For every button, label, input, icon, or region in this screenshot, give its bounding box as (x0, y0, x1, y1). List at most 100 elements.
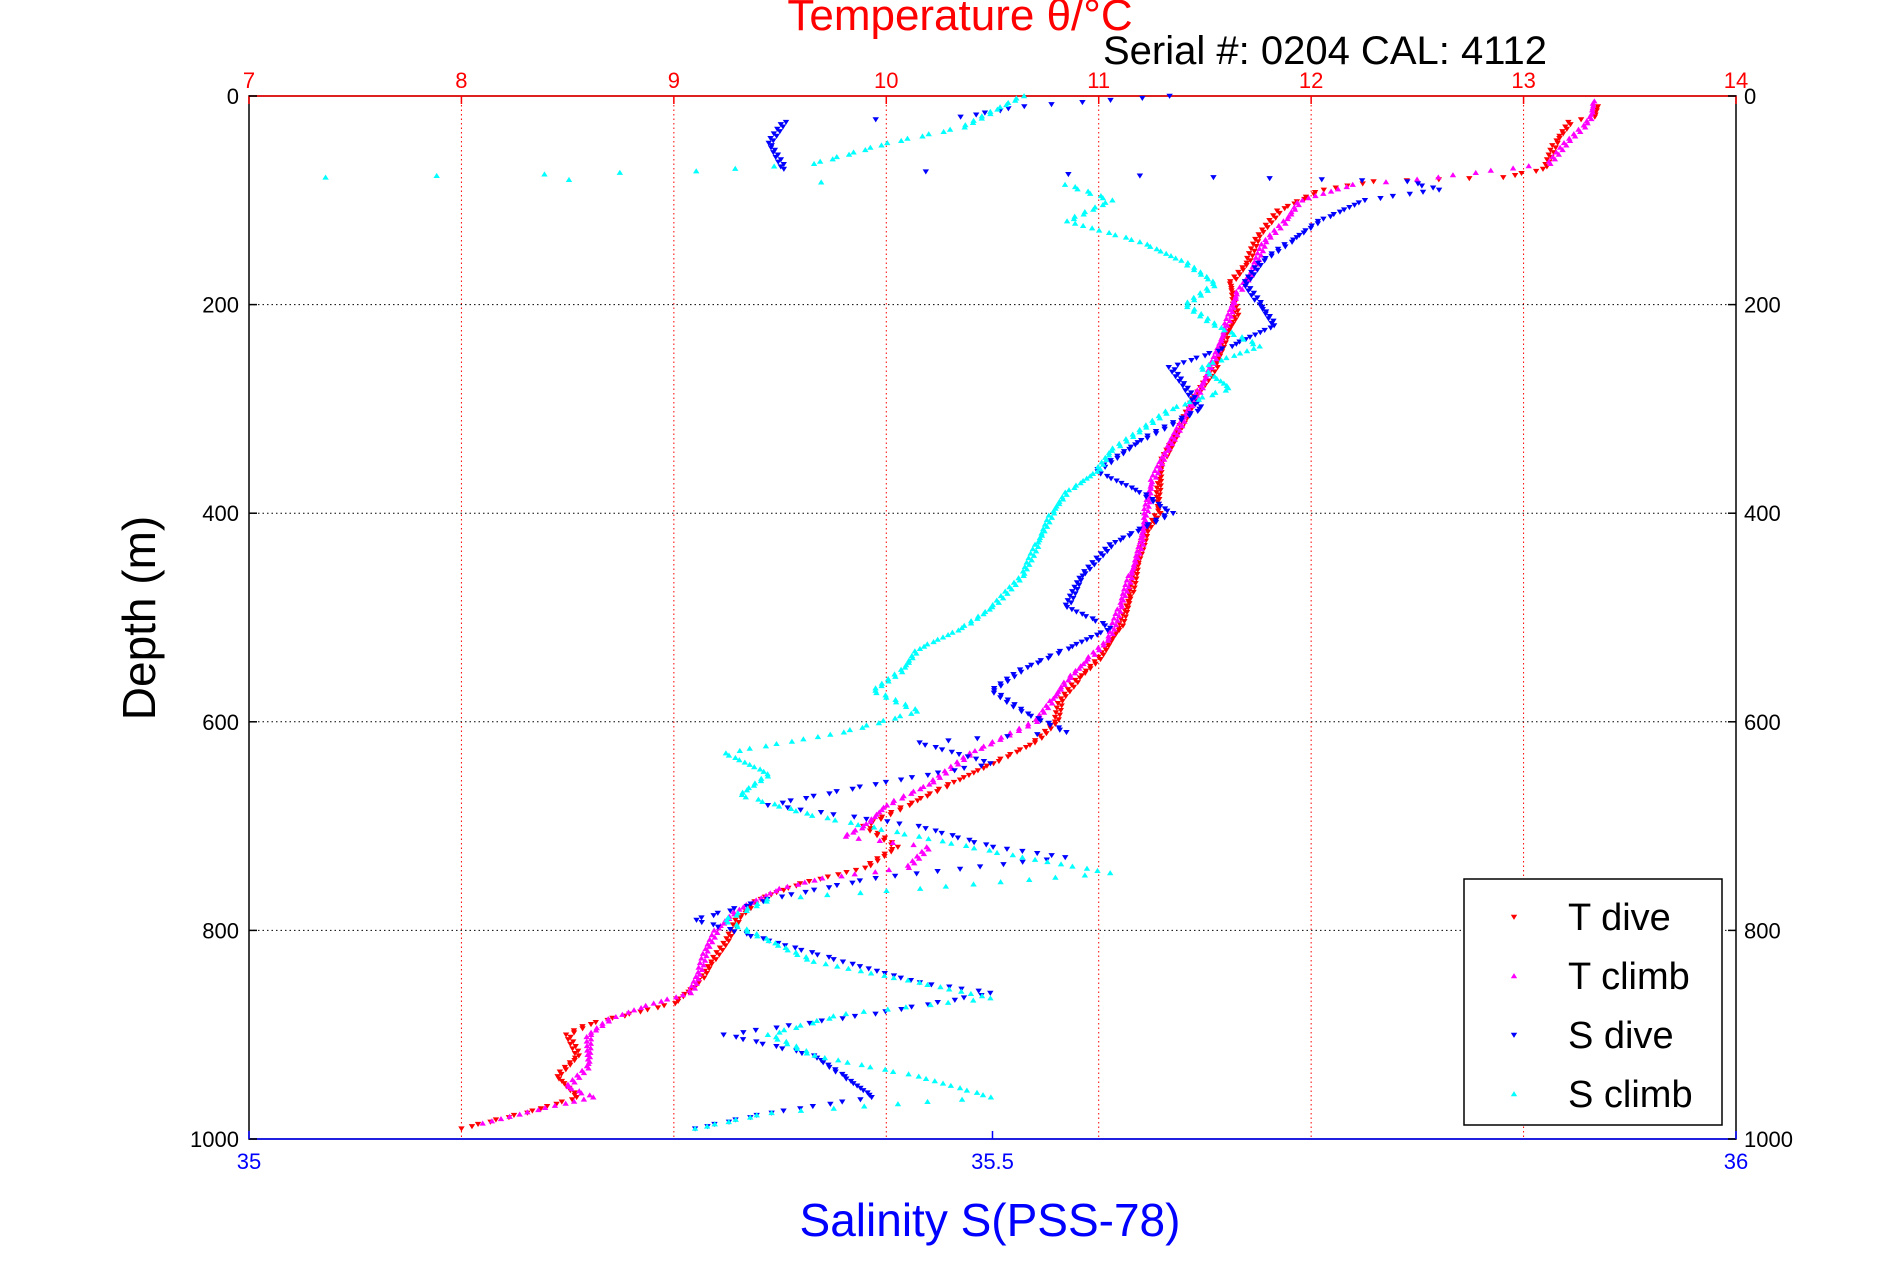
data-point (698, 920, 705, 926)
data-point (872, 117, 879, 123)
data-point (1261, 243, 1268, 249)
data-point (891, 873, 899, 879)
data-point (779, 1046, 786, 1052)
data-point (1132, 442, 1139, 448)
data-point (738, 791, 746, 798)
data-point (743, 787, 751, 793)
data-point (1213, 356, 1220, 362)
data-point (860, 1008, 867, 1014)
data-point (753, 1039, 760, 1045)
data-point (1087, 666, 1094, 672)
data-point (1189, 403, 1196, 409)
data-point (901, 664, 909, 670)
data-point (672, 1001, 679, 1007)
data-point (1268, 220, 1275, 226)
data-point (876, 837, 884, 843)
data-point (1130, 433, 1137, 439)
data-point (934, 869, 941, 875)
data-point (926, 781, 933, 787)
data-point (1145, 503, 1152, 509)
data-point (960, 775, 968, 781)
data-point (1029, 546, 1037, 552)
data-point (803, 1048, 810, 1054)
data-point (1267, 325, 1274, 331)
data-point (1144, 524, 1151, 530)
data-point (884, 676, 892, 682)
data-point (967, 990, 975, 996)
data-point (1190, 308, 1197, 314)
data-point (1046, 723, 1054, 729)
data-point (711, 934, 719, 940)
data-point (813, 1017, 821, 1024)
data-point (1028, 557, 1035, 563)
data-point (784, 805, 791, 811)
data-point (868, 816, 875, 822)
data-point (1197, 292, 1205, 298)
data-point (537, 1106, 545, 1112)
data-point (1003, 699, 1011, 705)
data-point (839, 959, 847, 965)
data-point (1235, 312, 1242, 318)
data-point (1272, 215, 1279, 221)
data-point (1053, 705, 1061, 711)
data-point (1041, 528, 1048, 534)
legend-entries: T dive T climb S dive S climb (1510, 897, 1693, 1116)
data-point (1127, 579, 1134, 585)
data-point (972, 112, 980, 118)
data-point (1129, 431, 1136, 437)
data-point (830, 957, 837, 963)
data-point (1144, 241, 1151, 247)
data-point (644, 1007, 651, 1013)
data-point (1472, 169, 1479, 175)
data-point (987, 995, 994, 1001)
data-point (1166, 93, 1173, 99)
data-point (1559, 147, 1566, 153)
data-point (1156, 458, 1163, 465)
data-point (999, 595, 1007, 601)
data-point (1069, 863, 1076, 869)
data-point (1210, 353, 1217, 359)
data-point (986, 847, 993, 853)
data-point (727, 908, 734, 914)
data-point (570, 1098, 578, 1104)
data-point (576, 1074, 583, 1080)
data-point (571, 1079, 578, 1085)
data-point (1058, 703, 1065, 709)
data-point (855, 835, 862, 841)
data-point (843, 1076, 850, 1082)
data-point (740, 904, 747, 910)
data-point (1332, 185, 1339, 191)
data-point (997, 879, 1004, 885)
data-point (939, 1080, 947, 1086)
data-point (696, 971, 704, 977)
data-point (852, 867, 860, 873)
data-point (784, 947, 791, 953)
data-point (1003, 846, 1011, 852)
data-point (908, 790, 915, 796)
data-point (962, 842, 970, 849)
data-point (1081, 670, 1089, 677)
series-t-dive (458, 104, 1602, 1132)
data-point (872, 782, 879, 788)
data-point (898, 1006, 905, 1013)
data-point (1191, 264, 1198, 270)
data-point (1090, 206, 1097, 212)
salinity-tick-label: 36 (1724, 1149, 1748, 1174)
data-point (1144, 529, 1152, 535)
data-point (1105, 452, 1113, 458)
data-point (691, 985, 699, 991)
data-point (1288, 211, 1295, 217)
data-point (1157, 487, 1164, 493)
data-point (961, 124, 968, 130)
data-point (1282, 244, 1289, 250)
data-point (772, 888, 780, 894)
data-point (788, 738, 796, 744)
data-point (764, 1031, 772, 1037)
data-point (706, 966, 713, 972)
data-point (706, 943, 713, 949)
data-point (722, 750, 730, 756)
data-point (1222, 340, 1229, 346)
data-point (1509, 165, 1517, 171)
data-point (792, 808, 800, 814)
